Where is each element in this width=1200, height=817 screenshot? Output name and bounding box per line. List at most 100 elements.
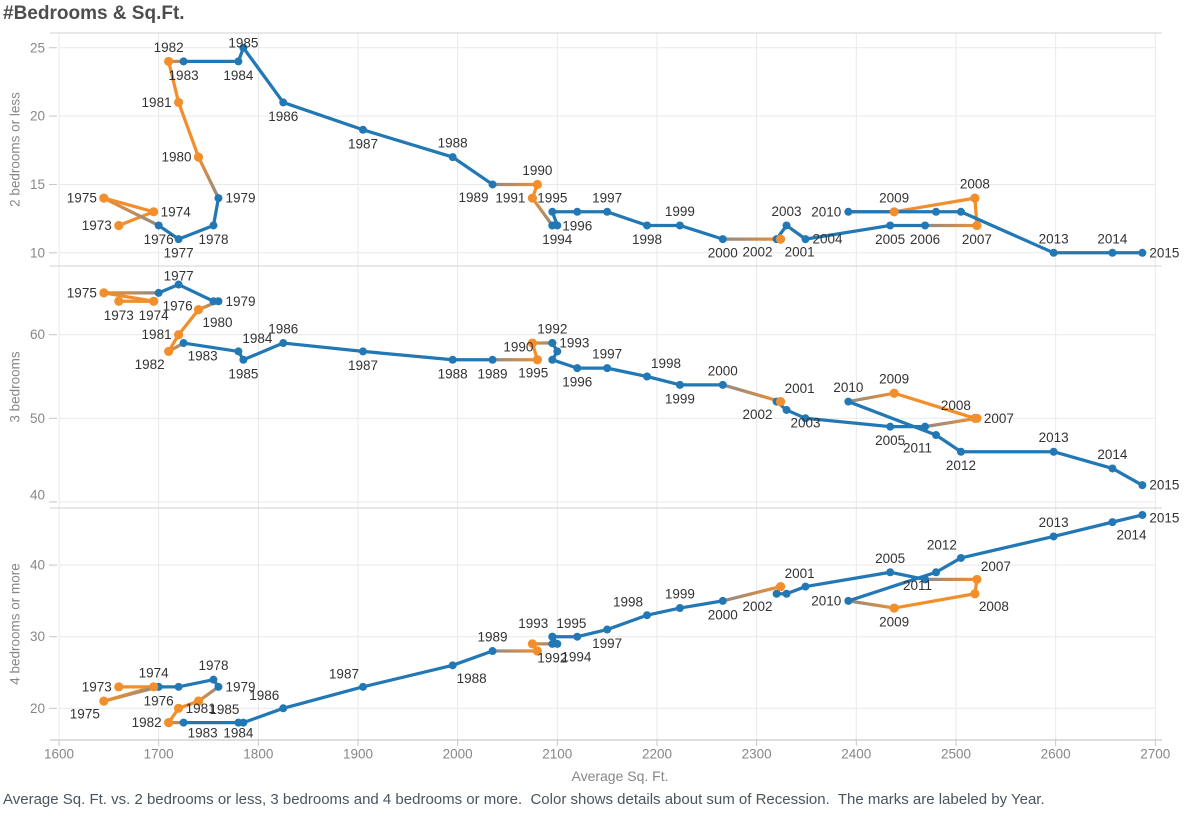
data-point-1979[interactable] [214,194,223,203]
data-point-2010[interactable] [844,596,853,605]
data-point-2015[interactable] [1138,481,1147,490]
data-point-1981[interactable] [173,703,184,713]
data-point-2002[interactable] [772,589,781,598]
data-point-2001[interactable] [775,234,786,244]
data-point-1977[interactable] [174,235,183,244]
data-point-1982[interactable] [164,346,174,357]
data-point-1999[interactable] [675,221,684,230]
data-point-2003[interactable] [782,405,791,414]
data-point-1994[interactable] [553,221,562,230]
data-point-1974[interactable] [149,296,159,306]
data-point-1973[interactable] [114,220,124,231]
data-point-1985[interactable] [239,718,248,727]
data-point-2006[interactable] [921,575,930,584]
data-point-2011[interactable] [932,207,941,216]
data-point-1999[interactable] [675,604,684,613]
data-point-2004[interactable] [801,582,810,591]
data-point-1990[interactable] [532,179,542,190]
data-point-2013[interactable] [1049,248,1058,257]
data-point-1997[interactable] [603,364,612,373]
data-point-1994[interactable] [553,639,562,648]
data-point-1987[interactable] [358,682,367,691]
data-point-2003[interactable] [782,221,791,230]
data-point-1978[interactable] [209,221,218,230]
data-point-1991[interactable] [527,639,538,649]
data-point-2005[interactable] [886,422,895,431]
data-point-1983[interactable] [179,718,188,727]
data-point-1995[interactable] [548,355,557,364]
data-point-1979[interactable] [214,297,223,306]
data-point-2007[interactable] [972,574,982,585]
data-point-1988[interactable] [448,661,457,670]
data-point-1983[interactable] [179,339,188,348]
data-point-1974[interactable] [149,682,159,692]
data-point-1990[interactable] [532,646,542,656]
data-point-2003[interactable] [782,589,791,598]
data-point-2004[interactable] [801,235,810,244]
data-point-2010[interactable] [844,207,853,216]
data-point-2008[interactable] [970,589,980,599]
data-point-2012[interactable] [956,447,965,456]
data-point-1998[interactable] [643,221,652,230]
data-point-2012[interactable] [956,553,965,562]
data-point-2001[interactable] [775,581,786,592]
data-point-1973[interactable] [114,296,124,306]
data-point-2008[interactable] [970,413,980,423]
data-point-1986[interactable] [279,704,288,713]
data-point-2011[interactable] [932,568,941,577]
data-point-2010[interactable] [844,397,853,406]
data-point-2008[interactable] [970,193,980,203]
data-point-2009[interactable] [889,603,899,613]
data-point-2015[interactable] [1138,510,1147,519]
data-point-1975[interactable] [99,193,109,203]
data-point-2012[interactable] [956,207,965,216]
data-point-1996[interactable] [573,632,582,641]
data-point-1998[interactable] [643,372,652,381]
data-point-2013[interactable] [1049,532,1058,541]
data-point-2006[interactable] [921,221,930,230]
data-point-1975[interactable] [99,288,109,298]
data-point-1996[interactable] [573,207,582,216]
data-point-2009[interactable] [889,388,899,398]
data-point-2001[interactable] [775,396,786,407]
data-point-2015[interactable] [1138,248,1147,257]
data-point-1991[interactable] [527,193,538,203]
data-point-1982[interactable] [164,718,174,728]
data-point-1986[interactable] [279,339,288,348]
data-point-1981[interactable] [173,97,184,108]
data-point-1989[interactable] [488,355,497,364]
data-point-1980[interactable] [193,305,204,315]
data-point-1988[interactable] [448,355,457,364]
data-point-1987[interactable] [358,347,367,356]
data-point-1975[interactable] [99,696,109,706]
data-point-1989[interactable] [488,180,497,189]
data-point-1997[interactable] [603,207,612,216]
data-point-1995[interactable] [548,207,557,216]
data-point-2014[interactable] [1108,518,1117,527]
data-point-2013[interactable] [1049,447,1058,456]
data-point-1997[interactable] [603,625,612,634]
data-point-1977[interactable] [174,682,183,691]
data-point-2011[interactable] [932,431,941,440]
data-point-1985[interactable] [239,43,248,52]
data-point-1988[interactable] [448,153,457,162]
data-point-1980[interactable] [193,696,204,706]
data-point-1979[interactable] [214,682,223,691]
data-point-1974[interactable] [149,207,159,217]
data-point-2014[interactable] [1108,248,1117,257]
data-point-1976[interactable] [154,221,163,230]
data-point-1984[interactable] [234,347,243,356]
data-point-1976[interactable] [154,288,163,297]
data-point-1984[interactable] [234,57,243,66]
data-point-2007[interactable] [972,220,982,231]
data-point-1993[interactable] [548,339,557,348]
data-point-1999[interactable] [675,380,684,389]
data-point-1998[interactable] [643,611,652,620]
data-point-1986[interactable] [279,98,288,107]
data-point-1994[interactable] [553,347,562,356]
data-point-1980[interactable] [193,152,204,162]
data-point-2004[interactable] [801,414,810,423]
data-point-1982[interactable] [164,56,174,67]
data-point-1983[interactable] [179,57,188,66]
data-point-1990[interactable] [532,355,542,365]
